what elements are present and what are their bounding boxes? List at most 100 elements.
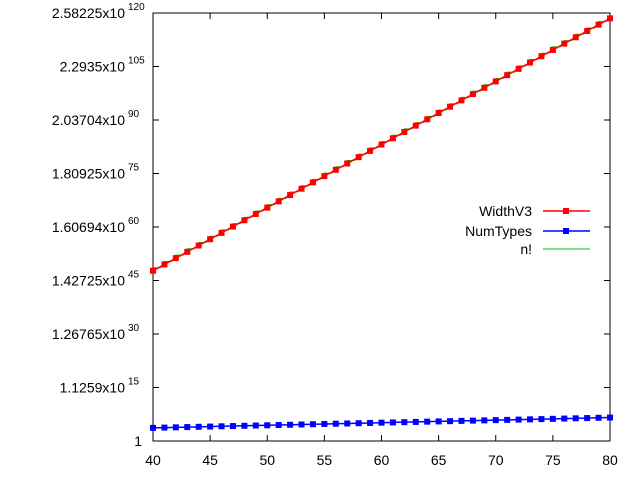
x-tick-label: 70 bbox=[488, 452, 504, 468]
data-point bbox=[367, 147, 374, 154]
data-point bbox=[584, 27, 591, 34]
data-point bbox=[150, 267, 156, 274]
y-tick-label: 1.26765x10 bbox=[52, 326, 125, 342]
data-point bbox=[435, 110, 442, 117]
legend-marker bbox=[563, 228, 569, 234]
data-point bbox=[572, 34, 579, 41]
data-point bbox=[172, 255, 179, 262]
data-point bbox=[241, 422, 248, 429]
y-tick-label: 1 bbox=[134, 433, 142, 449]
data-point bbox=[401, 128, 408, 135]
y-tick-exponent: 75 bbox=[128, 162, 140, 173]
y-tick-label: 1.1259x10 bbox=[60, 380, 126, 396]
data-point bbox=[195, 242, 202, 249]
data-point bbox=[161, 261, 168, 268]
y-tick-exponent: 30 bbox=[128, 323, 140, 334]
data-point bbox=[344, 160, 351, 167]
legend: WidthV3 NumTypes n! bbox=[465, 203, 590, 257]
y-axis-ticks: 1 1.1259x10 15 1.26765x10 30 1.42725x10 45 1.60… bbox=[52, 2, 610, 449]
legend-marker bbox=[563, 208, 569, 214]
data-point bbox=[504, 416, 511, 423]
x-tick-label: 55 bbox=[317, 452, 333, 468]
x-tick-label: 65 bbox=[431, 452, 447, 468]
y-tick-exponent: 45 bbox=[128, 270, 140, 281]
data-point bbox=[321, 173, 328, 180]
data-point bbox=[412, 418, 419, 425]
data-point bbox=[207, 423, 214, 430]
data-point bbox=[298, 421, 305, 428]
data-point bbox=[287, 192, 294, 199]
data-point bbox=[287, 421, 294, 428]
data-point bbox=[527, 59, 534, 66]
data-point bbox=[504, 72, 511, 79]
y-tick-exponent: 105 bbox=[128, 55, 145, 66]
data-point bbox=[184, 424, 191, 431]
data-point bbox=[264, 204, 271, 211]
data-point bbox=[515, 416, 522, 423]
data-point bbox=[458, 97, 465, 104]
y-tick-label: 1.42725x10 bbox=[52, 273, 125, 289]
plot-frame bbox=[152, 12, 611, 442]
data-point bbox=[355, 154, 362, 161]
data-point bbox=[229, 423, 236, 430]
data-point bbox=[447, 103, 454, 110]
data-point bbox=[309, 421, 316, 428]
data-point bbox=[412, 122, 419, 129]
data-point bbox=[150, 424, 156, 431]
data-point bbox=[492, 417, 499, 424]
data-point bbox=[241, 217, 248, 224]
x-tick-label: 50 bbox=[259, 452, 275, 468]
y-tick-label: 2.03704x10 bbox=[52, 112, 125, 128]
data-point bbox=[172, 424, 179, 431]
data-point bbox=[424, 116, 431, 123]
data-point bbox=[218, 229, 225, 236]
y-tick-label: 2.58225x10 bbox=[52, 5, 125, 21]
x-tick-label: 45 bbox=[202, 452, 218, 468]
series-layer bbox=[150, 15, 613, 431]
series-numtypes bbox=[150, 414, 613, 431]
data-point bbox=[264, 422, 271, 429]
data-point bbox=[332, 420, 339, 427]
data-point bbox=[184, 248, 191, 255]
y-tick-label: 2.2935x10 bbox=[60, 58, 126, 74]
data-point bbox=[389, 135, 396, 142]
y-tick-label: 1.80925x10 bbox=[52, 165, 125, 181]
data-point bbox=[161, 424, 168, 431]
x-tick-label: 75 bbox=[545, 452, 561, 468]
data-point bbox=[549, 415, 556, 422]
y-tick-exponent: 60 bbox=[128, 216, 140, 227]
x-axis-ticks: 40 45 50 55 60 65 70 75 80 bbox=[145, 13, 618, 468]
data-point bbox=[561, 40, 568, 47]
data-point bbox=[561, 415, 568, 422]
data-point bbox=[207, 236, 214, 243]
data-point bbox=[275, 198, 282, 205]
data-point bbox=[538, 53, 545, 60]
data-point bbox=[607, 15, 613, 22]
data-point bbox=[584, 415, 591, 422]
data-point bbox=[481, 84, 488, 91]
data-point bbox=[595, 21, 602, 28]
data-point bbox=[447, 418, 454, 425]
data-point bbox=[378, 141, 385, 148]
legend-label: WidthV3 bbox=[479, 203, 532, 219]
y-tick-exponent: 90 bbox=[128, 109, 140, 120]
legend-label: n! bbox=[520, 241, 532, 257]
data-point bbox=[252, 210, 259, 217]
data-point bbox=[229, 223, 236, 230]
x-tick-label: 40 bbox=[145, 452, 161, 468]
data-point bbox=[527, 416, 534, 423]
data-point bbox=[572, 415, 579, 422]
data-point bbox=[218, 423, 225, 430]
data-point bbox=[332, 166, 339, 173]
y-tick-label: 1.60694x10 bbox=[52, 219, 125, 235]
data-point bbox=[355, 420, 362, 427]
data-point bbox=[195, 423, 202, 430]
data-point bbox=[378, 419, 385, 426]
y-tick-exponent: 120 bbox=[128, 2, 145, 13]
legend-label: NumTypes bbox=[465, 223, 532, 239]
data-point bbox=[607, 414, 613, 421]
data-point bbox=[492, 78, 499, 85]
data-point bbox=[481, 417, 488, 424]
data-point bbox=[275, 422, 282, 429]
